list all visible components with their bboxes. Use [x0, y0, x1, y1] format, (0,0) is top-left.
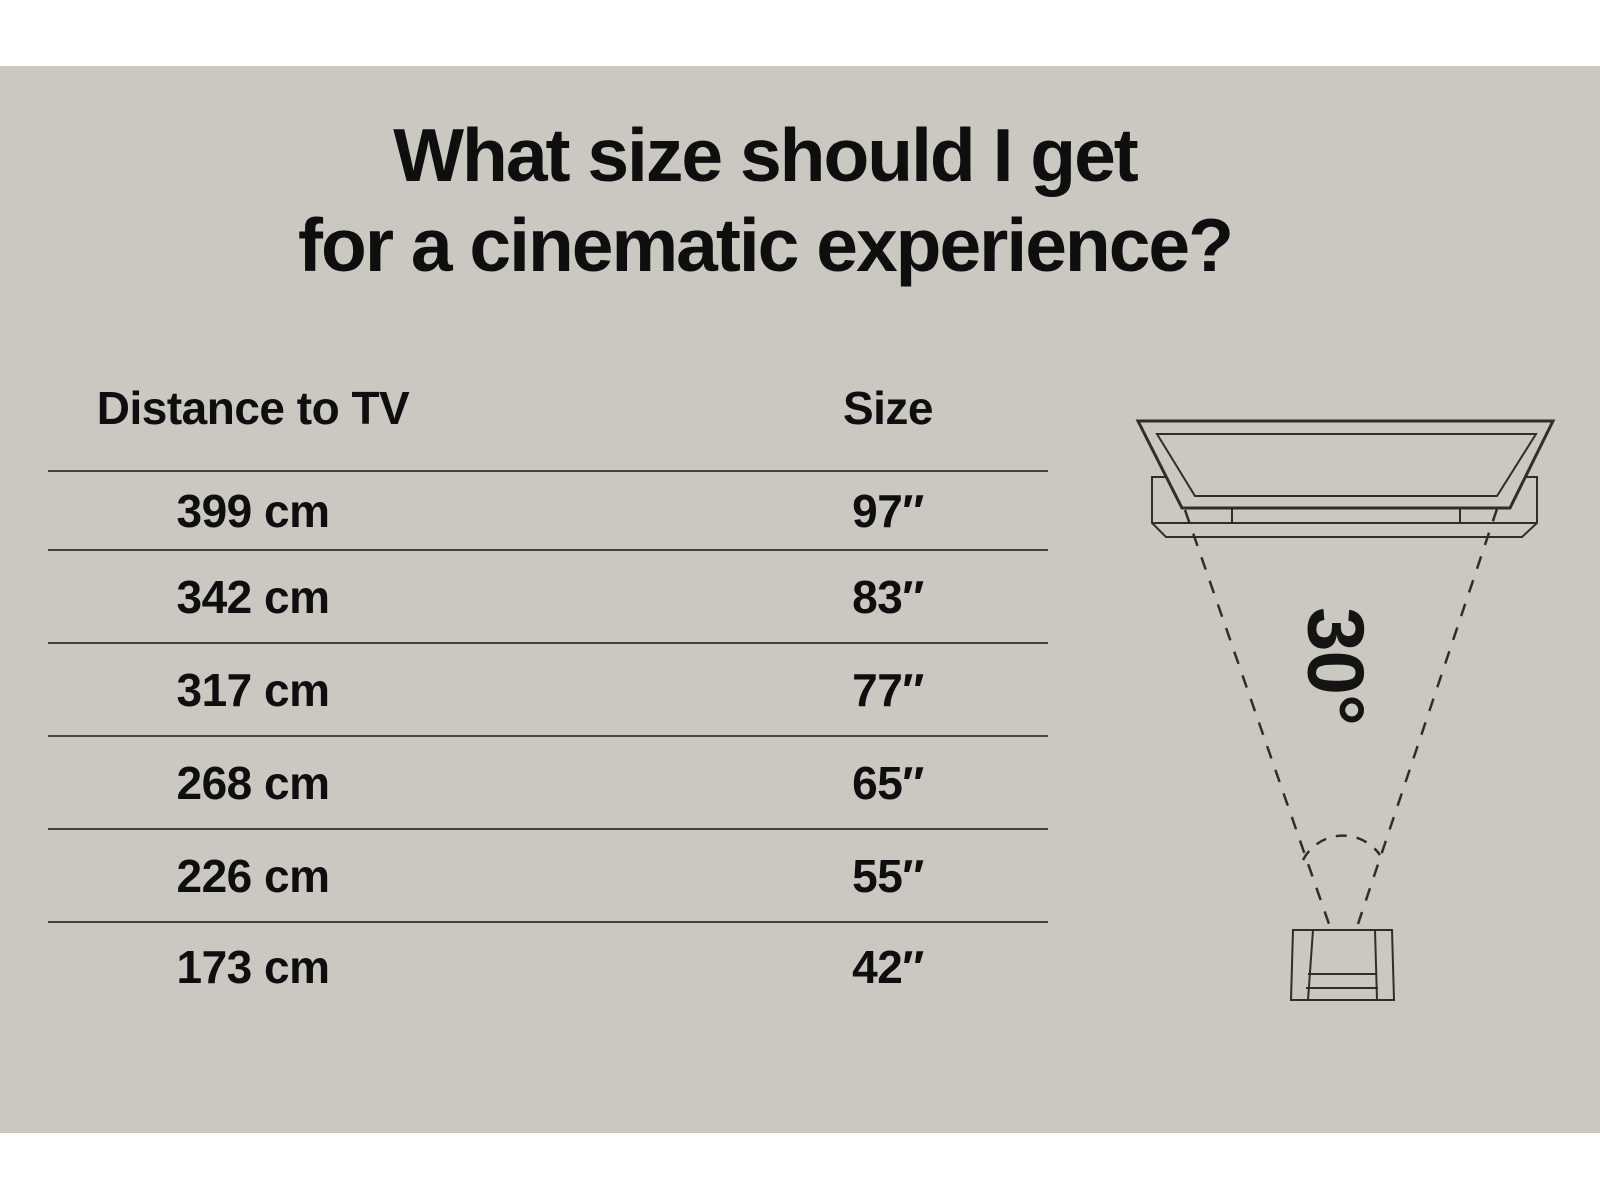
distance-value: 399 cm [176, 484, 330, 537]
header-distance-to-tv: Distance to TV [96, 382, 410, 434]
tv-base [1151, 476, 1538, 538]
armchair-right-armrest-line [1374, 929, 1378, 1001]
table-header-row: Distance to TV Size [48, 366, 1048, 470]
size-value: 97″ [852, 484, 924, 537]
gray-panel: What size should I get for a cinematic e… [0, 66, 1600, 1133]
table-row: 399 cm 97″ [48, 470, 1048, 549]
size-value: 55″ [852, 849, 924, 902]
armchair-outline [1289, 929, 1396, 1001]
table-row: 173 cm 42″ [48, 921, 1048, 1011]
tv-screen-inner-frame [1155, 433, 1538, 497]
viewing-cone-left-line [1183, 509, 1331, 925]
distance-value: 268 cm [176, 756, 330, 809]
page-title: What size should I get for a cinematic e… [0, 110, 1530, 290]
table-row: 317 cm 77″ [48, 642, 1048, 735]
size-value: 83″ [852, 570, 924, 623]
distance-value: 173 cm [176, 941, 330, 993]
title-line-1: What size should I get [393, 113, 1139, 197]
armchair [1289, 929, 1396, 1001]
size-table: Distance to TV Size 399 cm 97″ 342 cm 83… [48, 366, 1048, 1011]
table-row: 226 cm 55″ [48, 828, 1048, 921]
size-value: 42″ [852, 941, 924, 993]
header-size: Size [842, 382, 934, 434]
table-row: 342 cm 83″ [48, 549, 1048, 642]
armchair-left-armrest-line [1307, 929, 1314, 1001]
viewing-angle-arc [1301, 834, 1382, 861]
distance-value: 317 cm [176, 663, 330, 716]
table-row: 268 cm 65″ [48, 735, 1048, 828]
viewing-cone-right-line [1356, 508, 1499, 925]
size-value: 77″ [852, 663, 924, 716]
title-line-2: for a cinematic experience? [298, 203, 1234, 287]
tv-screen-outer-frame [1135, 419, 1556, 510]
viewing-angle-label: 30° [1292, 607, 1381, 725]
distance-value: 226 cm [176, 849, 330, 902]
size-value: 65″ [852, 756, 924, 809]
distance-value: 342 cm [176, 570, 330, 623]
